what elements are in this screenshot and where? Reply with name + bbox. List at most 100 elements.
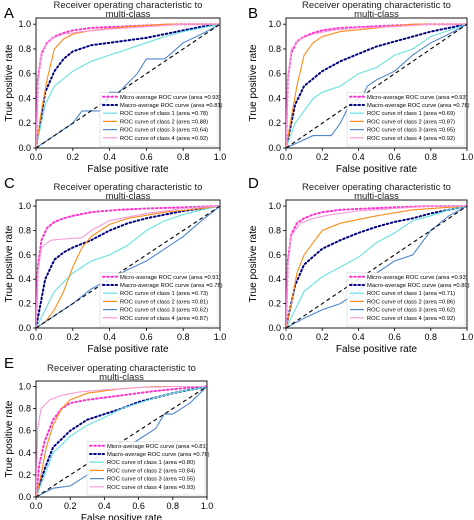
panel-c-series-2 xyxy=(36,205,220,328)
panel-b-legend-entry: ROC curve of class 3 (area =0.65) xyxy=(367,128,455,134)
panel-d-xtick-label: 0.8 xyxy=(425,332,438,342)
panel-c-series-6 xyxy=(36,205,220,328)
panel-e-series-6 xyxy=(36,385,207,497)
panel-b-series-3 xyxy=(286,23,467,148)
panel-a-legend-entry: Macro-average ROC curve (area =0.81) xyxy=(120,103,223,109)
panel-a-xtick-label: 0.0 xyxy=(30,152,43,162)
panel-d-chance-line xyxy=(286,205,467,328)
panel-a-ytick-label: 0.0 xyxy=(18,143,31,153)
panel-c-xtick-label: 0.6 xyxy=(140,332,153,342)
panel-d-legend-box xyxy=(346,272,466,327)
panel-e-ytick-label: 0.0 xyxy=(18,492,31,502)
panel-c-series-1 xyxy=(36,205,220,328)
panel-e-series-3 xyxy=(36,385,207,497)
panel-e-legend-entry: Micro-average ROC curve (area =0.81) xyxy=(107,444,208,450)
panel-c-chance-line xyxy=(36,205,220,328)
panel-d-series-6 xyxy=(286,205,467,328)
panel-c-xlabel: False positive rate xyxy=(87,344,169,355)
panel-d-legend-entry: ROC curve of class 3 (area =0.62) xyxy=(367,308,455,314)
panel-a-legend-box xyxy=(99,92,219,147)
panel-a-xlabel: False positive rate xyxy=(87,164,169,175)
panel-d-series-2 xyxy=(286,205,467,328)
panel-b-ytick-label: 0.6 xyxy=(268,69,281,79)
panel-e-ytick-label: 0.6 xyxy=(18,426,31,436)
panel-a-xtick-label: 0.6 xyxy=(140,152,153,162)
panel-b-series-2 xyxy=(286,23,467,148)
panel-b-ytick-label: 0.4 xyxy=(268,93,281,103)
panel-b-legend-entry: ROC curve of class 2 (area =0.87) xyxy=(367,119,455,125)
panel-d-ylabel: True positive rate xyxy=(248,225,259,302)
panel-c-ylabel: True positive rate xyxy=(4,225,15,302)
panel-a-legend-entry: ROC curve of class 4 (area =0.92) xyxy=(120,136,208,142)
panel-b-xlabel: False positive rate xyxy=(336,164,418,175)
panel-c-legend: Micro-average ROC curve (area =0.91) Macr… xyxy=(99,272,223,327)
panel-e-xlabel: False positive rate xyxy=(81,513,163,520)
panel-b-legend: Micro-average ROC curve (area =0.93) Macr… xyxy=(346,92,470,147)
panel-e-legend-entry: Macro-average ROC curve (area =0.76) xyxy=(107,452,210,458)
panel-b-ylabel: True positive rate xyxy=(248,44,259,121)
panel-a-series-6 xyxy=(36,23,220,148)
panel-b-ytick-label: 1.0 xyxy=(268,19,281,29)
panel-b-series-5 xyxy=(286,23,467,148)
panel-e-legend-entry: ROC curve of class 2 (area =0.84) xyxy=(107,468,195,474)
panel-a-legend-entry: Micro-average ROC curve (area =0.93) xyxy=(120,95,221,101)
panel-e-xtick-label: 0.8 xyxy=(167,501,180,511)
panel-b-xtick-label: 0.8 xyxy=(425,152,438,162)
panel-a: A Receiver operating characteristic to mul… xyxy=(4,0,226,175)
panel-d-legend-entry: ROC curve of class 1 (area =0.71) xyxy=(367,291,455,297)
panel-e-ytick-label: 1.0 xyxy=(18,382,31,392)
panel-a-legend-entry: ROC curve of class 1 (area =0.78) xyxy=(120,111,208,117)
panel-b: B Receiver operating characteristic to mul… xyxy=(248,0,473,175)
panel-a-ylabel: True positive rate xyxy=(4,44,15,121)
panel-a-xtick-label: 0.8 xyxy=(177,152,190,162)
panel-d-legend: Micro-average ROC curve (area =0.93) Macr… xyxy=(346,272,470,327)
panel-e-ytick-label: 0.8 xyxy=(18,404,31,414)
panel-d-ytick-label: 0.0 xyxy=(268,323,281,333)
panel-e-xtick-label: 0.2 xyxy=(64,501,77,511)
panel-a-series-2 xyxy=(36,23,220,148)
panel-a-ytick-label: 1.0 xyxy=(18,19,31,29)
panel-b-series-4 xyxy=(286,23,467,148)
panel-d-legend-entry: Macro-average ROC curve (area =0.80) xyxy=(367,283,470,289)
panel-d-series-3 xyxy=(286,205,467,328)
panel-d-legend-entry: ROC curve of class 4 (area =0.92) xyxy=(367,316,455,322)
panel-b-title: Receiver operating characteristic to mult… xyxy=(302,0,451,20)
panel-b-xtick-label: 1.0 xyxy=(461,152,474,162)
panel-c-legend-entry: ROC curve of class 2 (area =0.81) xyxy=(120,299,208,305)
panel-e-legend-box xyxy=(86,441,206,496)
panel-d-ytick-label: 0.8 xyxy=(268,225,281,235)
panel-b-xtick-label: 0.6 xyxy=(388,152,401,162)
panel-c-xtick-label: 0.4 xyxy=(103,332,116,342)
panel-d-letter: D xyxy=(248,175,259,192)
panel-c-legend-entry: ROC curve of class 1 (area =0.73) xyxy=(120,291,208,297)
panel-b-ytick-label: 0.2 xyxy=(268,118,281,128)
panel-c-xtick-label: 1.0 xyxy=(214,332,227,342)
panel-d-xtick-label: 0.4 xyxy=(352,332,365,342)
panel-a-legend-entry: ROC curve of class 3 (area =0.64) xyxy=(120,128,208,134)
panel-d-xtick-label: 1.0 xyxy=(461,332,474,342)
panel-a-ytick-label: 0.8 xyxy=(18,44,31,54)
panel-d-ytick-label: 0.6 xyxy=(268,250,281,260)
panel-c-legend-entry: Macro-average ROC curve (area =0.78) xyxy=(120,283,223,289)
panel-c-series-4 xyxy=(36,205,220,328)
panel-a-legend: Micro-average ROC curve (area =0.93) Macr… xyxy=(99,92,223,147)
panel-b-legend-entry: Micro-average ROC curve (area =0.93) xyxy=(367,95,468,101)
panel-d-xtick-label: 0.6 xyxy=(388,332,401,342)
panel-c-xtick-label: 0.8 xyxy=(177,332,190,342)
panel-e-xtick-label: 0.0 xyxy=(30,501,43,511)
panel-e-ytick-label: 0.2 xyxy=(18,470,31,480)
panel-a-xtick-label: 1.0 xyxy=(214,152,227,162)
panel-b-xtick-label: 0.4 xyxy=(352,152,365,162)
panel-d-legend-entry: Micro-average ROC curve (area =0.93) xyxy=(367,275,468,281)
panel-c-ytick-label: 0.2 xyxy=(18,299,31,309)
panel-c-ytick-label: 0.8 xyxy=(18,225,31,235)
panel-e-legend-entry: ROC curve of class 3 (area =0.55) xyxy=(107,477,195,483)
panel-b-letter: B xyxy=(248,5,258,22)
panel-c-ytick-label: 1.0 xyxy=(18,201,31,211)
panel-d-xtick-label: 0.2 xyxy=(316,332,329,342)
panel-a-xtick-label: 0.4 xyxy=(103,152,116,162)
panel-e-legend-entry: ROC curve of class 1 (area =0.80) xyxy=(107,460,195,466)
panel-c-series-3 xyxy=(36,205,220,328)
panel-b-series-6 xyxy=(286,23,467,148)
